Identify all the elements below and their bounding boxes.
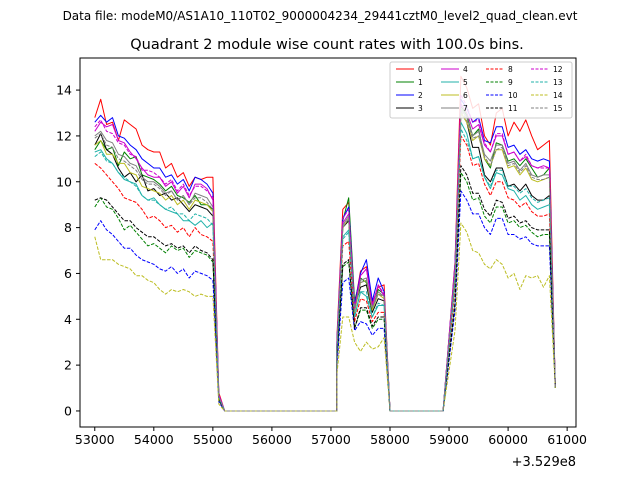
legend-label-11: 11 [508, 104, 518, 113]
x-offset-label: +3.529e8 [512, 455, 576, 470]
series-line-3 [94, 112, 556, 412]
legend-label-4: 4 [463, 65, 468, 74]
x-tick-label: 58000 [370, 432, 410, 447]
y-tick-label: 8 [64, 220, 72, 235]
y-tick-label: 12 [56, 128, 72, 143]
legend-frame [389, 61, 573, 119]
x-tick-label: 53000 [75, 432, 115, 447]
legend-label-12: 12 [553, 65, 563, 74]
axes-layer: 53000 54000 55000 56000 57000 58000 59000 60000… [56, 83, 587, 447]
x-tick-label: 59000 [429, 432, 469, 447]
plot-frame [79, 57, 577, 428]
x-tick-label: 54000 [134, 432, 174, 447]
y-tick-label: 0 [64, 403, 72, 418]
series-line-1 [94, 105, 556, 412]
x-tick-label: 56000 [252, 432, 292, 447]
chart-title: Quadrant 2 module wise count rates with … [130, 37, 524, 53]
series-line-6 [94, 112, 556, 412]
x-tick-label: 60000 [488, 432, 528, 447]
series-line-10 [94, 190, 556, 412]
x-tick-label: 55000 [193, 432, 233, 447]
x-tick-label: 57000 [311, 432, 351, 447]
series-line-7 [94, 107, 556, 412]
series-line-4 [94, 103, 556, 412]
series-line-0 [94, 75, 556, 412]
legend-label-6: 6 [463, 91, 468, 100]
legend-label-1: 1 [418, 78, 423, 87]
legend-label-15: 15 [553, 104, 563, 113]
legend-label-8: 8 [508, 65, 513, 74]
legend-label-7: 7 [463, 104, 468, 113]
series-line-5 [94, 121, 556, 412]
legend-label-3: 3 [418, 104, 423, 113]
legend-label-9: 9 [508, 78, 513, 87]
y-tick-label: 2 [64, 358, 72, 373]
legend-label-2: 2 [418, 91, 423, 100]
series-line-15 [94, 110, 556, 412]
legend-label-5: 5 [463, 78, 468, 87]
y-tick-label: 6 [64, 266, 72, 281]
legend-label-10: 10 [508, 91, 518, 100]
y-tick-label: 4 [64, 312, 72, 327]
y-tick-label: 14 [56, 83, 72, 98]
legend-label-13: 13 [553, 78, 563, 87]
series-layer [94, 75, 556, 412]
series-line-12 [94, 94, 556, 412]
legend-label-14: 14 [553, 91, 563, 100]
series-line-11 [94, 165, 556, 412]
data-file-label: Data file: modeM0/AS1A10_110T02_90000042… [63, 9, 578, 23]
legend-label-0: 0 [418, 65, 423, 74]
series-line-13 [94, 128, 556, 412]
y-tick-label: 10 [56, 174, 72, 189]
x-tick-label: 61000 [547, 432, 587, 447]
